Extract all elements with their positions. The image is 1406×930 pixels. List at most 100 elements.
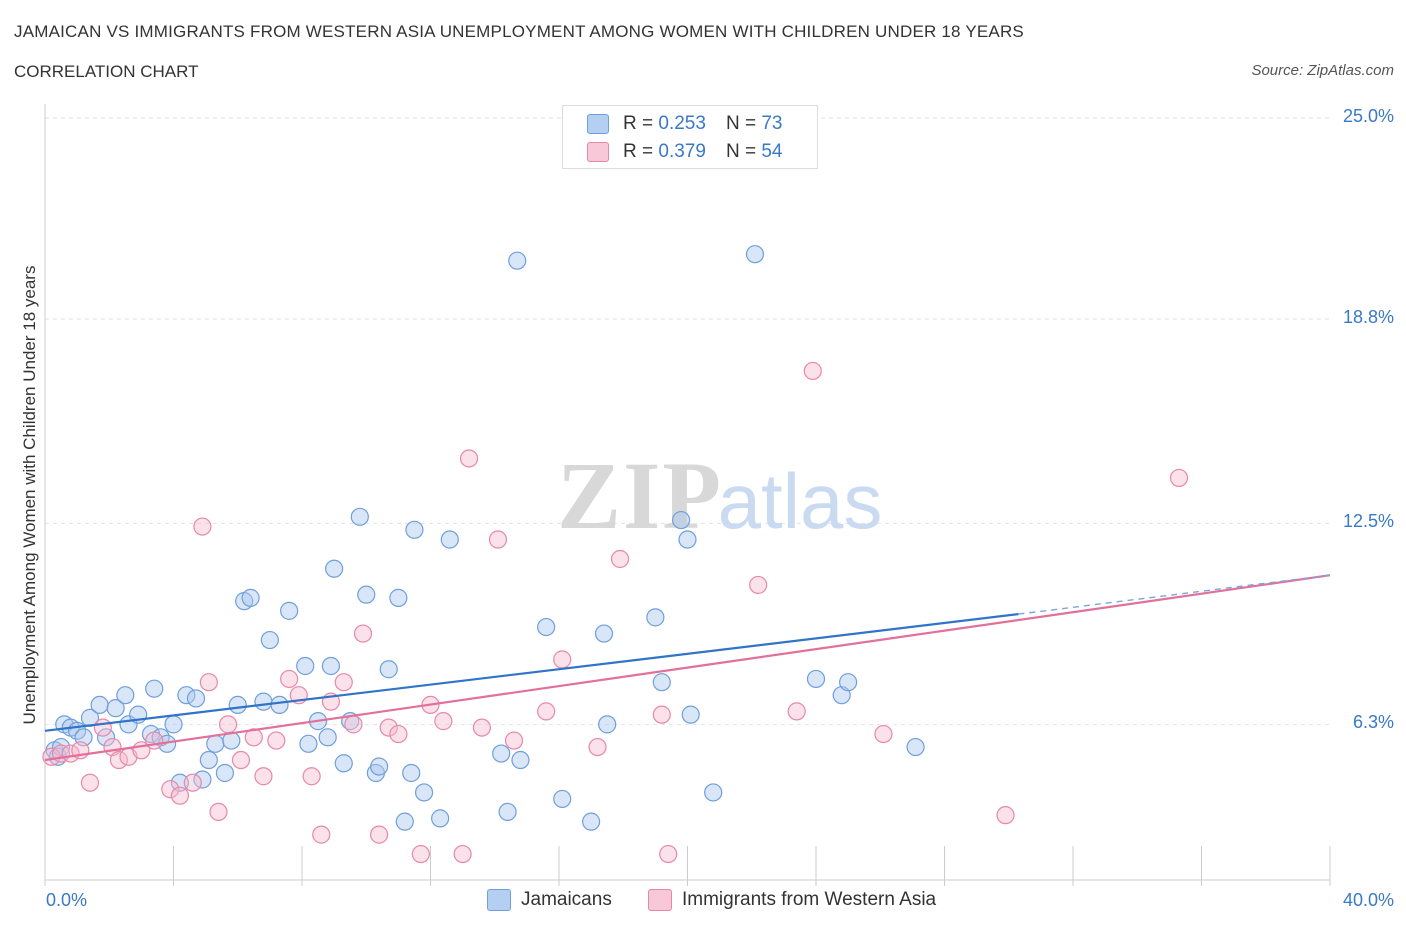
jamaicans-point	[206, 734, 225, 753]
jamaicans-point	[164, 715, 183, 734]
y-tick-label: 18.8%	[1342, 307, 1394, 328]
jamaicans-point	[492, 744, 511, 763]
bottom-legend-jamaicans: Jamaicans	[487, 889, 612, 911]
jamaicans-point	[177, 686, 196, 705]
jamaicans-point	[508, 251, 527, 270]
jamaicans-point	[318, 728, 337, 747]
jamaicans-point	[414, 783, 434, 802]
legend-n-label: N =	[725, 141, 757, 162]
western-asia-point	[302, 767, 321, 786]
jamaicans-point	[646, 608, 665, 627]
y-tick-label: 6.3%	[1352, 712, 1394, 733]
jamaicans-point	[389, 588, 408, 607]
watermark-zip: ZIP	[557, 442, 723, 549]
jamaicans-point	[145, 679, 164, 698]
western-asia-point	[209, 802, 228, 822]
jamaicans-point	[260, 630, 279, 650]
jamaicans-point	[96, 728, 116, 747]
legend-r-value: 0.379	[658, 141, 706, 162]
western-asia-point	[749, 575, 768, 595]
western-asia-point	[170, 786, 190, 805]
legend-r-label: R =	[623, 113, 654, 134]
legend-row-western-asia: R = 0.379 N = 54	[587, 140, 782, 164]
western-asia-point	[453, 844, 472, 864]
jamaicans-point	[379, 660, 398, 679]
jamaicans-point	[511, 750, 530, 770]
jamaicans-point	[370, 757, 389, 776]
western-asia-point	[334, 673, 353, 692]
series-western-asia	[42, 361, 1189, 864]
jamaicans-point	[906, 737, 925, 757]
western-asia-point	[996, 806, 1015, 825]
western-asia-point	[231, 750, 251, 770]
bottom-legend-swatch-western-asia	[648, 889, 672, 911]
western-asia-point	[161, 780, 180, 799]
western-asia-point	[183, 773, 202, 792]
jamaicans-point	[431, 809, 450, 828]
western-asia-point	[472, 718, 491, 737]
western-asia-point	[379, 718, 398, 737]
jamaicans-point	[321, 656, 341, 676]
western-asia-point	[312, 825, 331, 844]
western-asia-point	[537, 702, 556, 721]
source-credit: Source: ZipAtlas.com	[1251, 62, 1394, 79]
western-asia-point	[610, 549, 630, 569]
western-asia-point	[80, 773, 100, 792]
watermark-atlas: atlas	[718, 457, 883, 545]
legend-r-value: 0.253	[658, 113, 706, 134]
western-asia-point	[244, 728, 263, 747]
jamaicans-point	[704, 783, 723, 802]
western-asia-point	[219, 715, 238, 734]
western-asia-point	[488, 530, 508, 549]
bottom-legend-western-asia: Immigrants from Western Asia	[648, 889, 936, 911]
western-asia-point	[803, 361, 822, 381]
western-asia-point	[93, 718, 112, 737]
jamaicans-point	[357, 585, 376, 604]
jamaicans-point	[553, 789, 572, 809]
jamaicans-point	[241, 588, 260, 607]
jamaicans-point	[51, 737, 71, 757]
jamaicans-point	[90, 695, 109, 715]
legend-n-value: 54	[761, 141, 783, 162]
western-asia-point	[254, 767, 273, 786]
western-asia-point	[353, 624, 373, 643]
jamaicans-point	[652, 673, 671, 692]
legend-swatch-jamaicans	[587, 114, 609, 134]
western-asia-point	[199, 673, 218, 692]
jamaicans-point	[350, 507, 369, 526]
jamaicans-point	[594, 624, 614, 643]
western-asia-point	[553, 650, 572, 669]
western-asia-point	[344, 715, 363, 734]
jamaicans-point	[681, 705, 700, 724]
jamaicans-point	[806, 669, 826, 689]
bottom-legend-label-western-asia: Immigrants from Western Asia	[682, 889, 937, 910]
western-asia-point	[411, 844, 430, 864]
trend-line-western-asia	[44, 574, 1331, 762]
grid-lines	[45, 117, 1330, 725]
western-asia-point	[434, 712, 453, 731]
jamaicans-point	[106, 699, 125, 718]
jamaicans-point	[671, 510, 691, 530]
trend-lines	[44, 574, 1331, 762]
chart-title: JAMAICAN VS IMMIGRANTS FROM WESTERN ASIA…	[14, 22, 1024, 41]
series-jamaicans	[45, 245, 925, 831]
western-asia-point	[787, 702, 806, 721]
jamaicans-point	[170, 773, 190, 792]
legend-swatch-western-asia	[587, 142, 609, 162]
legend-n-value: 73	[761, 113, 783, 134]
jamaicans-point	[254, 692, 273, 711]
y-tick-label: 25.0%	[1342, 106, 1394, 126]
western-asia-point	[370, 825, 389, 844]
western-asia-point	[459, 449, 479, 468]
jamaicans-point	[280, 601, 299, 620]
western-asia-point	[1169, 468, 1189, 488]
jamaicans-point	[325, 559, 344, 578]
trend-line-jamaicans	[44, 613, 1019, 732]
jamaicans-point	[215, 763, 234, 783]
bottom-legend-label-jamaicans: Jamaicans	[521, 889, 612, 910]
western-asia-point	[588, 737, 607, 757]
western-asia-point	[193, 517, 212, 536]
jamaicans-point	[678, 530, 697, 549]
jamaicans-point	[299, 734, 318, 753]
jamaicans-point	[270, 695, 289, 715]
